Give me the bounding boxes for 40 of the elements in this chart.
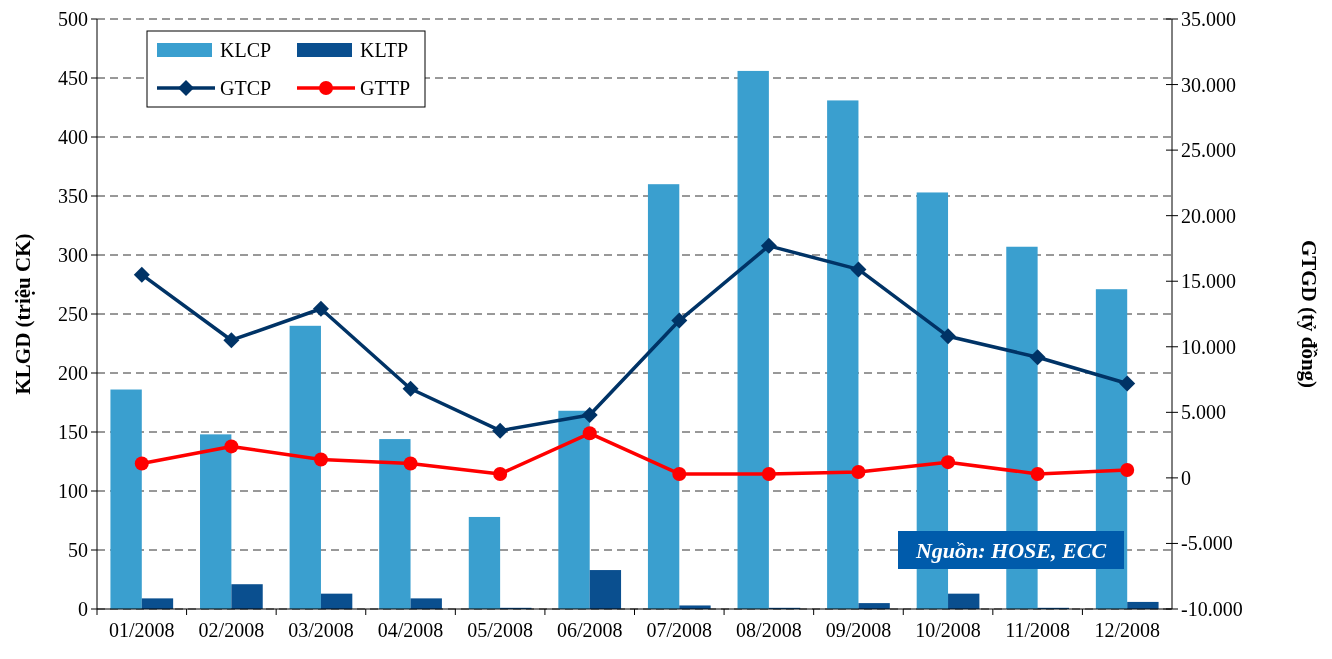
y-tick-label: 200 <box>58 362 88 384</box>
y2-tick-label: 20.000 <box>1181 204 1236 227</box>
y2-tick-label: 15.000 <box>1181 270 1236 293</box>
x-tick-label: 02/2008 <box>198 619 265 641</box>
y-tick-label: 100 <box>58 480 88 502</box>
y-tick-label: 300 <box>58 244 88 266</box>
x-tick-label: 08/2008 <box>736 619 802 641</box>
y-tick-label: 250 <box>58 303 88 325</box>
y2-tick-label: 25.000 <box>1181 139 1236 162</box>
x-tick-label: 09/2008 <box>825 619 892 641</box>
y2-tick-label: 30.000 <box>1181 73 1236 96</box>
legend-label: GTCP <box>220 77 272 99</box>
x-tick-label: 07/2008 <box>646 619 713 641</box>
y-tick-label: 50 <box>68 539 88 561</box>
y-tick-label: 350 <box>58 185 88 207</box>
y-axis-title: KLGD (triệu CK) <box>11 233 35 395</box>
x-tick-label: 11/2008 <box>1005 619 1071 641</box>
y2-tick-label: 10.000 <box>1181 335 1236 358</box>
y2-tick-label: 35.000 <box>1181 8 1236 30</box>
y2-tick-label: 0 <box>1181 466 1191 489</box>
y2-axis-title: GTGD (tỷ đồng) <box>1297 239 1321 389</box>
x-tick-label: 04/2008 <box>377 619 444 641</box>
annotation: Nguồn: HOSE, ECC <box>914 537 1107 563</box>
y-tick-label: 400 <box>58 126 88 148</box>
y-tick-label: 500 <box>58 8 88 30</box>
x-tick-label: 05/2008 <box>467 619 533 641</box>
legend-label: GTTP <box>360 77 410 99</box>
legend-label: KLCP <box>220 39 272 61</box>
x-tick-label: 03/2008 <box>288 619 354 641</box>
legend-label: KLTP <box>360 39 409 61</box>
x-tick-label: 06/2008 <box>556 619 623 641</box>
x-tick-label: 12/2008 <box>1094 619 1160 641</box>
x-tick-label: 01/2008 <box>109 619 175 641</box>
y2-tick-label: -5.000 <box>1181 532 1233 555</box>
y2-tick-label: -10.000 <box>1181 598 1243 620</box>
y2-tick-label: 5.000 <box>1181 401 1226 424</box>
y-tick-label: 150 <box>58 421 88 443</box>
y-tick-label: 450 <box>58 67 88 89</box>
y-tick-label: 0 <box>78 598 88 620</box>
x-tick-label: 10/2008 <box>915 619 981 641</box>
